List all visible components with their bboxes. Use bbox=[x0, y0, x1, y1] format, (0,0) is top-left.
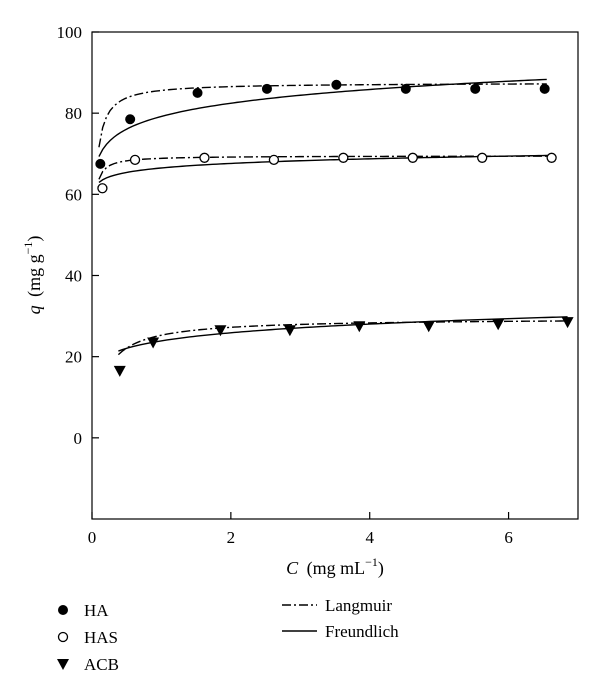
x-tick-label: 4 bbox=[365, 528, 374, 547]
legend: HA HAS ACB Langmuir Freundlich bbox=[57, 596, 399, 674]
point-acb bbox=[283, 325, 296, 337]
x-tick-label: 0 bbox=[88, 528, 97, 547]
point-acb bbox=[214, 325, 227, 337]
y-tick-label: 100 bbox=[57, 23, 83, 42]
legend-label-langmuir: Langmuir bbox=[325, 596, 392, 615]
legend-label-freundlich: Freundlich bbox=[325, 622, 399, 641]
legend-marker-ha bbox=[58, 605, 68, 615]
legend-label-ha: HA bbox=[84, 601, 109, 620]
point-ha bbox=[95, 158, 106, 169]
point-has bbox=[477, 152, 488, 163]
y-tick-label: 60 bbox=[65, 185, 82, 204]
fit-freundlich-acb bbox=[118, 316, 568, 352]
fit-freundlich-ha bbox=[98, 78, 547, 157]
fit-langmuir-ha bbox=[98, 83, 547, 148]
x-tick-label: 6 bbox=[504, 528, 513, 547]
point-ha bbox=[470, 83, 481, 94]
plot-area-frame bbox=[91, 31, 579, 520]
point-acb bbox=[492, 319, 505, 331]
point-acb bbox=[113, 365, 126, 377]
fit-curves bbox=[98, 78, 568, 356]
legend-label-has: HAS bbox=[84, 628, 118, 647]
fit-langmuir-acb bbox=[117, 320, 568, 356]
y-tick-label: 0 bbox=[74, 429, 83, 448]
y-tick-label: 20 bbox=[65, 348, 82, 367]
point-has bbox=[129, 154, 141, 165]
x-axis-ticks: 0 2 4 6 bbox=[88, 512, 513, 547]
point-has bbox=[407, 152, 418, 163]
legend-marker-acb bbox=[57, 659, 69, 670]
y-axis-ticks: 0 20 40 60 80 100 bbox=[57, 23, 99, 448]
legend-marker-has bbox=[57, 631, 69, 643]
point-ha bbox=[125, 114, 136, 125]
legend-label-acb: ACB bbox=[84, 655, 119, 674]
point-ha bbox=[400, 83, 411, 94]
point-has bbox=[199, 152, 210, 163]
y-tick-label: 80 bbox=[65, 104, 82, 123]
point-acb bbox=[147, 337, 160, 349]
point-acb bbox=[353, 321, 366, 333]
point-has bbox=[97, 183, 108, 194]
point-ha bbox=[539, 83, 550, 94]
point-has bbox=[268, 154, 280, 165]
x-axis-label: C (mg mL−1) bbox=[286, 555, 384, 579]
y-tick-label: 40 bbox=[65, 267, 82, 286]
data-points bbox=[95, 79, 574, 377]
point-ha bbox=[261, 83, 272, 94]
x-tick-label: 2 bbox=[227, 528, 236, 547]
point-has bbox=[546, 152, 557, 163]
point-acb bbox=[422, 321, 435, 333]
point-has bbox=[338, 152, 349, 163]
point-ha bbox=[331, 79, 342, 90]
point-acb bbox=[561, 317, 574, 329]
y-axis-label: q (mg g−1) bbox=[21, 236, 45, 315]
point-ha bbox=[192, 87, 203, 98]
